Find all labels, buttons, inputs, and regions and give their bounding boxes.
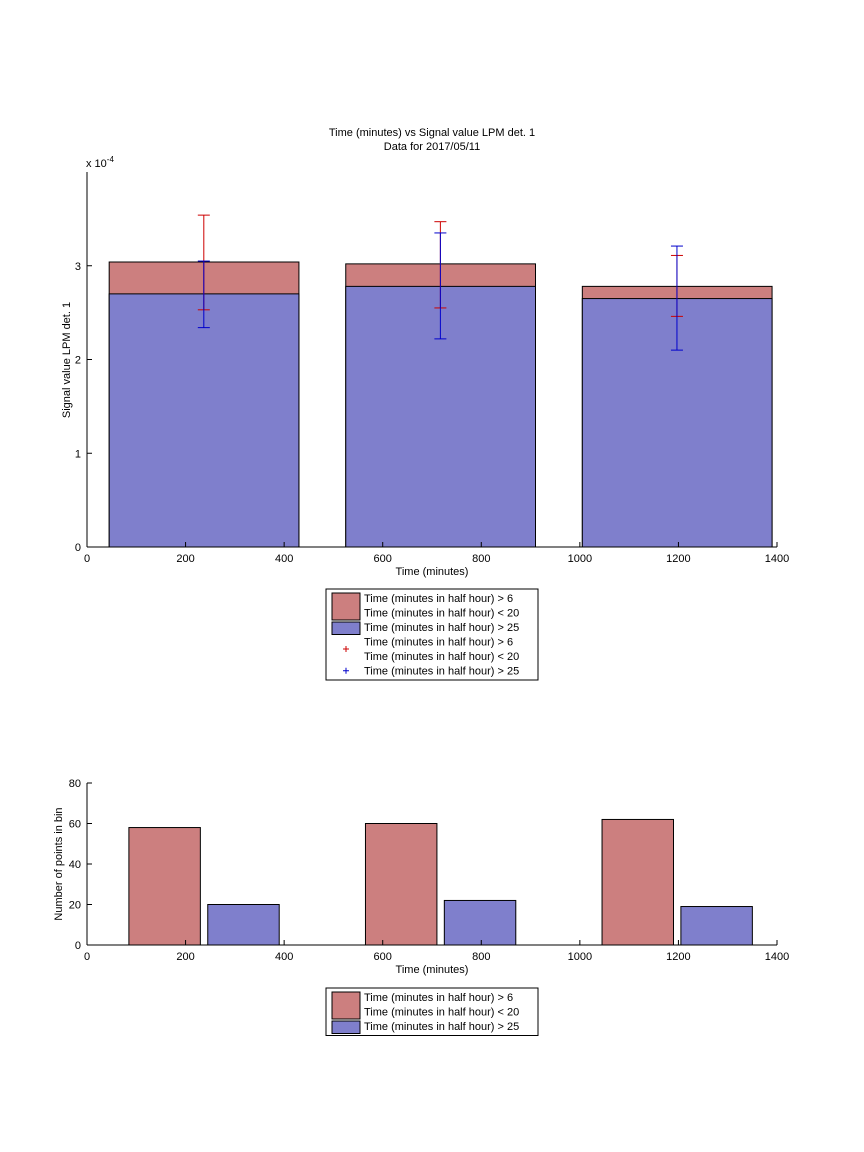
y-tick-label: 2: [75, 355, 81, 367]
x-tick-label: 600: [374, 553, 392, 565]
legend-box: [325, 588, 539, 681]
bar-blue: [207, 904, 280, 946]
legend-label: Time (minutes in half hour) > 25: [364, 622, 519, 634]
legend-label: Time (minutes in half hour) < 20: [364, 651, 519, 663]
x-tick-label: 1200: [666, 553, 690, 565]
y-tick-label: 60: [69, 819, 81, 831]
x-tick-label: 1000: [568, 553, 592, 565]
legend-swatch: [331, 991, 361, 1020]
x-tick-label: 0: [84, 951, 90, 963]
y-axis-label-bottom: Number of points in bin: [53, 807, 65, 920]
legend-label: Time (minutes in half hour) > 6: [364, 992, 513, 1004]
x-tick-label: 1000: [568, 951, 592, 963]
legend-label: Time (minutes in half hour) > 25: [364, 1021, 519, 1033]
bar-blue: [443, 899, 517, 946]
bar-red: [128, 827, 201, 946]
legend-swatch: [331, 592, 361, 621]
y-tick-label: 1: [75, 448, 81, 460]
exponent-label: x 10-4: [86, 155, 114, 170]
y-tick-label: 0: [75, 542, 81, 554]
y-tick-label: 40: [69, 859, 81, 871]
chart-subtitle: Data for 2017/05/11: [384, 141, 480, 153]
x-tick-label: 1400: [765, 951, 789, 963]
x-axis-label-bottom: Time (minutes): [396, 964, 469, 976]
bar-blue: [108, 293, 300, 548]
y-tick-label: 3: [75, 261, 81, 273]
x-tick-label: 400: [275, 951, 293, 963]
legend-swatch: [331, 1020, 361, 1034]
y-axis-label-top: Signal value LPM det. 1: [61, 302, 73, 418]
bar-blue: [680, 906, 753, 946]
x-tick-label: 1200: [666, 951, 690, 963]
legend-label: Time (minutes in half hour) > 25: [364, 666, 519, 678]
x-tick-label: 400: [275, 553, 293, 565]
x-axis-label-top: Time (minutes): [396, 566, 469, 578]
legend-swatch: [331, 621, 361, 635]
y-tick-label: 20: [69, 900, 81, 912]
x-tick-label: 200: [176, 553, 194, 565]
y-tick-label: 80: [69, 778, 81, 790]
chart-title: Time (minutes) vs Signal value LPM det. …: [329, 127, 535, 139]
bar-red: [601, 818, 674, 946]
legend-box: [325, 987, 539, 1036]
x-tick-label: 200: [176, 951, 194, 963]
bar-red: [364, 823, 438, 946]
y-tick-label: 0: [75, 940, 81, 952]
x-tick-label: 800: [472, 553, 490, 565]
x-tick-label: 1400: [765, 553, 789, 565]
x-tick-label: 600: [374, 951, 392, 963]
x-tick-label: 0: [84, 553, 90, 565]
legend-label: Time (minutes in half hour) < 20: [364, 1007, 519, 1019]
x-tick-label: 800: [472, 951, 490, 963]
legend-label: Time (minutes in half hour) < 20: [364, 608, 519, 620]
legend-label: Time (minutes in half hour) > 6: [364, 637, 513, 649]
legend-label: Time (minutes in half hour) > 6: [364, 593, 513, 605]
